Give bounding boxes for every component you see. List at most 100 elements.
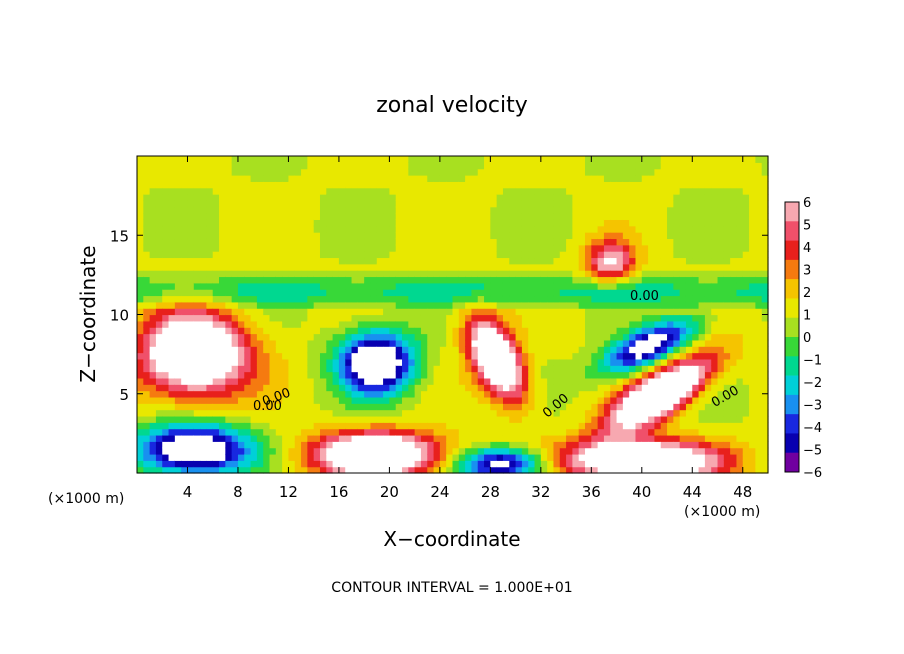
heatmap-cell	[711, 206, 719, 214]
heatmap-cell	[641, 434, 649, 442]
heatmap-cell	[376, 308, 384, 316]
heatmap-cell	[629, 200, 637, 208]
heatmap-cell	[137, 257, 144, 265]
heatmap-cell	[673, 352, 681, 360]
heatmap-cell	[237, 377, 245, 385]
heatmap-cell	[370, 339, 378, 347]
heatmap-cell	[749, 434, 756, 442]
heatmap-cell	[313, 276, 321, 284]
heatmap-cell	[685, 346, 693, 354]
heatmap-cell	[332, 282, 340, 290]
heatmap-cell	[471, 346, 479, 354]
heatmap-cell	[509, 333, 517, 341]
heatmap-cell	[660, 403, 668, 411]
heatmap-cell	[313, 162, 321, 170]
heatmap-cell	[414, 466, 422, 474]
heatmap-cell	[364, 282, 372, 290]
heatmap-cell	[155, 403, 163, 411]
heatmap-cell	[736, 219, 744, 227]
heatmap-cell	[553, 466, 561, 474]
heatmap-cell	[591, 257, 599, 265]
heatmap-cell	[181, 327, 189, 335]
heatmap-cell	[376, 428, 384, 436]
heatmap-cell	[648, 251, 656, 259]
heatmap-cell	[698, 333, 706, 341]
heatmap-cell	[212, 219, 220, 227]
heatmap-cell	[730, 257, 738, 265]
heatmap-cell	[269, 168, 277, 176]
heatmap-cell	[660, 308, 668, 316]
heatmap-cell	[174, 371, 182, 379]
heatmap-cell	[313, 339, 321, 347]
heatmap-cell	[332, 244, 340, 252]
heatmap-cell	[263, 213, 271, 220]
heatmap-cell	[597, 225, 605, 233]
heatmap-cell	[181, 282, 189, 290]
heatmap-cell	[490, 365, 498, 373]
heatmap-cell	[654, 434, 662, 442]
heatmap-cell	[755, 282, 763, 290]
heatmap-cell	[219, 434, 226, 442]
heatmap-cell	[402, 156, 409, 163]
heatmap-cell	[471, 377, 479, 385]
heatmap-cell	[692, 168, 700, 176]
heatmap-cell	[616, 409, 624, 417]
heatmap-cell	[294, 308, 302, 316]
heatmap-cell	[585, 232, 592, 240]
heatmap-cell	[711, 232, 719, 240]
heatmap-cell	[521, 168, 529, 176]
heatmap-cell	[553, 377, 561, 385]
heatmap-cell	[143, 301, 151, 309]
heatmap-cell	[383, 365, 390, 373]
heatmap-cell	[433, 453, 441, 461]
heatmap-cell	[749, 441, 756, 449]
heatmap-cell	[427, 441, 435, 449]
heatmap-cell	[313, 295, 321, 303]
heatmap-cell	[673, 453, 681, 461]
heatmap-cell	[704, 346, 712, 354]
heatmap-cell	[698, 168, 706, 176]
heatmap-cell	[717, 251, 725, 259]
heatmap-cell	[698, 225, 706, 233]
heatmap-cell	[458, 447, 466, 455]
heatmap-cell	[206, 339, 214, 347]
heatmap-cell	[351, 308, 359, 316]
heatmap-cell	[736, 238, 744, 246]
heatmap-cell	[749, 308, 756, 316]
heatmap-cell	[540, 168, 548, 176]
heatmap-cell	[263, 339, 271, 347]
heatmap-cell	[219, 187, 226, 195]
heatmap-cell	[566, 320, 573, 328]
heatmap-cell	[275, 308, 283, 316]
heatmap-cell	[319, 390, 327, 398]
heatmap-cell	[572, 371, 580, 379]
heatmap-cell	[219, 396, 226, 404]
heatmap-cell	[383, 206, 390, 214]
heatmap-cell	[641, 352, 649, 360]
heatmap-cell	[578, 181, 586, 189]
heatmap-cell	[477, 428, 485, 436]
heatmap-cell	[402, 206, 409, 214]
heatmap-cell	[181, 447, 189, 455]
heatmap-cell	[200, 244, 208, 252]
heatmap-cell	[515, 219, 523, 227]
heatmap-cell	[244, 257, 252, 265]
heatmap-cell	[679, 257, 687, 265]
heatmap-cell	[484, 365, 491, 373]
heatmap-cell	[250, 257, 258, 265]
heatmap-cell	[755, 371, 763, 379]
heatmap-cell	[452, 352, 460, 360]
heatmap-cell	[212, 244, 220, 252]
heatmap-cell	[345, 200, 353, 208]
heatmap-cell	[250, 206, 258, 214]
heatmap-cell	[484, 270, 491, 278]
heatmap-cell	[187, 200, 195, 208]
heatmap-cell	[137, 295, 144, 303]
heatmap-cell	[458, 194, 466, 201]
heatmap-cell	[219, 403, 226, 411]
heatmap-cell	[736, 289, 744, 297]
heatmap-cell	[603, 181, 611, 189]
heatmap-cell	[502, 251, 510, 259]
heatmap-cell	[174, 168, 182, 176]
heatmap-cell	[603, 308, 611, 316]
